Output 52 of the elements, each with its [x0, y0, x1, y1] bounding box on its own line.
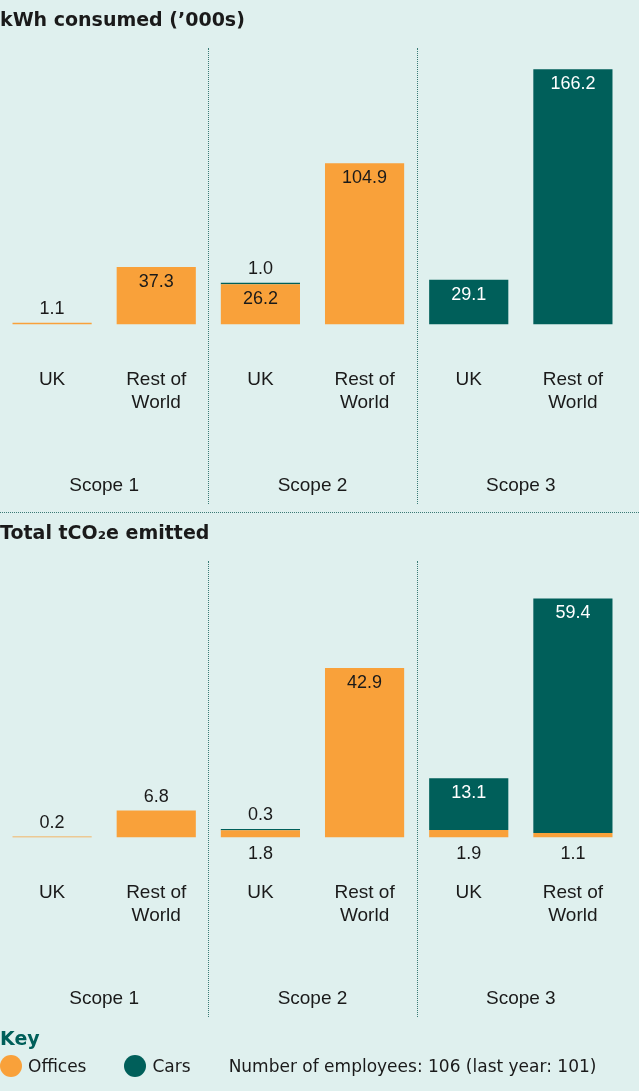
bar	[429, 778, 509, 830]
data-label: 29.1	[451, 283, 487, 304]
data-label: 1.0	[247, 257, 273, 278]
text: Scope 2	[277, 987, 348, 1009]
text: Number of employees: 106 (last year: 101)	[228, 1056, 597, 1076]
text: Scope 2	[277, 474, 348, 496]
x-tick-label: UK	[38, 881, 66, 903]
data-label: 1.8	[247, 843, 273, 864]
text: Scope 3	[485, 474, 556, 496]
data-label: 0.3	[247, 804, 273, 825]
data-label: 1.1	[560, 843, 586, 864]
bar	[116, 810, 196, 838]
data-label: 6.8	[143, 785, 169, 806]
x-tick-label: UK	[247, 368, 274, 390]
data-label: 104.9	[342, 167, 388, 188]
data-label: 13.1	[451, 782, 487, 803]
data-label: 26.2	[242, 288, 278, 309]
chart-title: Total tCO₂e emitted	[0, 520, 211, 545]
bar	[220, 284, 300, 325]
legend-title: Key	[0, 1027, 41, 1049]
text: Scope 3	[485, 987, 556, 1009]
x-tick-label: Rest of World	[126, 368, 188, 412]
data-label: 166.2	[550, 73, 596, 94]
data-label: 1.9	[456, 843, 482, 864]
bar	[116, 267, 196, 325]
bar	[533, 598, 613, 834]
data-label: 42.9	[347, 671, 383, 692]
x-tick-label: Rest of World	[126, 881, 188, 925]
data-label: 1.1	[39, 297, 65, 318]
bar	[220, 830, 300, 838]
legend-label: Offices	[28, 1056, 87, 1076]
text: Scope 1	[69, 474, 140, 496]
x-tick-label: UK	[247, 881, 274, 903]
x-tick-label: UK	[455, 368, 483, 390]
x-tick-label: UK	[455, 881, 483, 903]
text: Scope 1	[69, 987, 140, 1009]
bar	[429, 829, 509, 838]
data-label: 59.4	[555, 602, 591, 623]
bar	[324, 668, 405, 838]
x-tick-label: Rest of World	[542, 368, 604, 412]
bar	[429, 279, 509, 325]
x-tick-label: Rest of World	[334, 368, 396, 412]
x-tick-label: UK	[38, 368, 66, 390]
x-tick-label: Rest of World	[334, 881, 396, 925]
legend-label: Cars	[152, 1056, 191, 1076]
bar	[533, 833, 613, 838]
data-label: 37.3	[138, 271, 174, 292]
data-label: 0.2	[39, 811, 65, 832]
chart-title: kWh consumed (’000s)	[0, 7, 246, 32]
bar	[533, 69, 613, 325]
bar	[324, 163, 405, 325]
x-tick-label: Rest of World	[542, 881, 604, 925]
